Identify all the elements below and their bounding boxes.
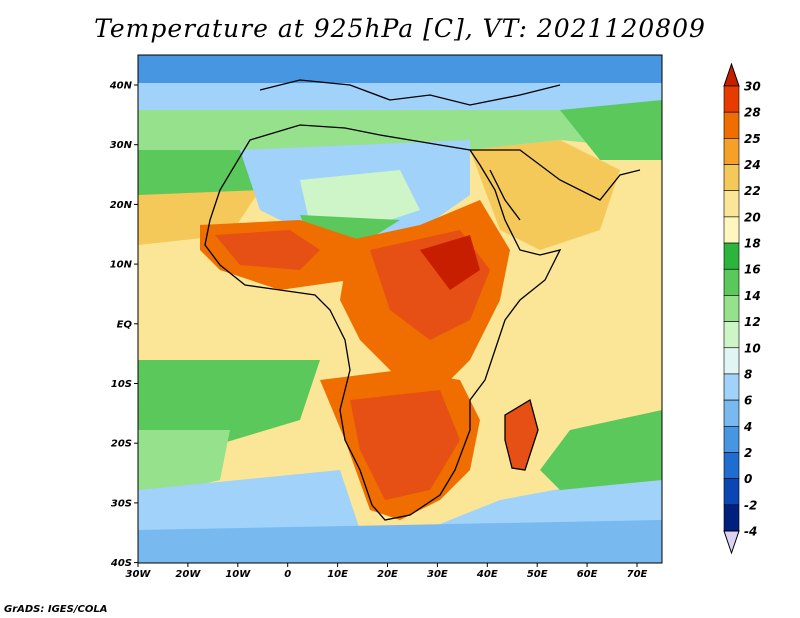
- latitude-ticks: 40N 30N 20N 10N EQ 10S 20S 30S 40S: [109, 81, 138, 569]
- lat-tick-label: 30N: [110, 140, 133, 151]
- lat-tick-label: 40S: [110, 558, 132, 569]
- colorbar-label: 24: [744, 158, 761, 172]
- colorbar-label: -4: [744, 525, 757, 539]
- colorbar-min-arrow: [723, 530, 740, 555]
- lon-tick-label: 50E: [527, 569, 548, 580]
- madagascar-coastline: [504, 398, 539, 471]
- colorbar-segment: [723, 164, 740, 192]
- colorbar-segment: [723, 399, 740, 427]
- lon-tick-label: 10W: [225, 569, 251, 580]
- grads-credit: GrADS: IGES/COLA: [4, 604, 108, 615]
- lon-tick-label: 30E: [427, 569, 448, 580]
- colorbar-segment: [723, 85, 740, 113]
- colorbar-segment: [723, 190, 740, 218]
- colorbar-max-arrow: [723, 62, 740, 87]
- colorbar-segment: [723, 373, 740, 401]
- colorbar-label: 30: [744, 80, 761, 94]
- colorbar-segment: [723, 216, 740, 244]
- colorbar-segment: [723, 295, 740, 322]
- lon-tick-label: 20E: [377, 569, 398, 580]
- colorbar-label: 12: [744, 315, 761, 329]
- colorbar-segment: [723, 242, 740, 270]
- lat-tick-label: 20S: [111, 439, 132, 450]
- colorbar-label: 6: [744, 394, 752, 408]
- colorbar-label: 4: [743, 420, 752, 434]
- colorbar-label: 18: [744, 237, 761, 251]
- africa-coastline: [204, 124, 562, 521]
- coastlines: [204, 79, 641, 521]
- colorbar-label: 2: [744, 446, 752, 460]
- lat-tick-label: 40N: [109, 81, 133, 92]
- lat-tick-label: 10S: [111, 379, 132, 390]
- colorbar-segment: [723, 452, 740, 479]
- lon-tick-label: 70E: [627, 569, 648, 580]
- lat-tick-label: 30S: [111, 498, 132, 509]
- colorbar-segment: [723, 504, 740, 532]
- colorbar-segment: [723, 268, 740, 296]
- lon-tick-label: 10E: [327, 569, 348, 580]
- colorbar-label: 10: [744, 341, 761, 355]
- red-sea-coast: [470, 149, 641, 221]
- colorbar-segment: [723, 478, 740, 506]
- colorbar-label: 22: [744, 184, 761, 198]
- longitude-ticks: 30W 20W 10W 0 10E 20E 30E 40E 50E 60E 70E: [126, 563, 648, 580]
- lat-tick-label: EQ: [117, 319, 133, 330]
- colorbar-label: 20: [744, 210, 761, 224]
- colorbar-label: 14: [744, 289, 761, 303]
- colorbar-segment: [723, 138, 740, 165]
- map-frame: [137, 54, 663, 564]
- arabia-warm: [470, 140, 620, 250]
- colorbar-segment: [723, 321, 740, 349]
- indian-ocean-cool: [540, 410, 662, 490]
- map-title: Temperature at 925hPa [C], VT: 202112080…: [94, 14, 706, 43]
- colorbar-label: 25: [744, 132, 761, 146]
- mediterranean-coast: [259, 79, 561, 106]
- lat-tick-label: 20N: [110, 200, 133, 211]
- colorbar-label: 28: [744, 106, 761, 120]
- colorbar-segment: [723, 425, 740, 453]
- lon-tick-label: 0: [284, 569, 291, 580]
- temperature-field: [138, 55, 662, 563]
- colorbar-segment: [723, 111, 740, 139]
- lon-tick-label: 20W: [175, 569, 201, 580]
- colorbar-label: -2: [744, 498, 757, 512]
- lon-tick-label: 30W: [126, 569, 152, 580]
- colorbar-label: 16: [744, 263, 761, 277]
- lat-tick-label: 10N: [110, 260, 133, 271]
- colorbar-label: 8: [744, 367, 752, 381]
- colorbar-segment: [723, 347, 740, 375]
- lon-tick-label: 60E: [577, 569, 598, 580]
- colorbar-label: 0: [744, 472, 752, 486]
- lon-tick-label: 40E: [476, 569, 498, 580]
- madagascar-hot: [505, 400, 538, 470]
